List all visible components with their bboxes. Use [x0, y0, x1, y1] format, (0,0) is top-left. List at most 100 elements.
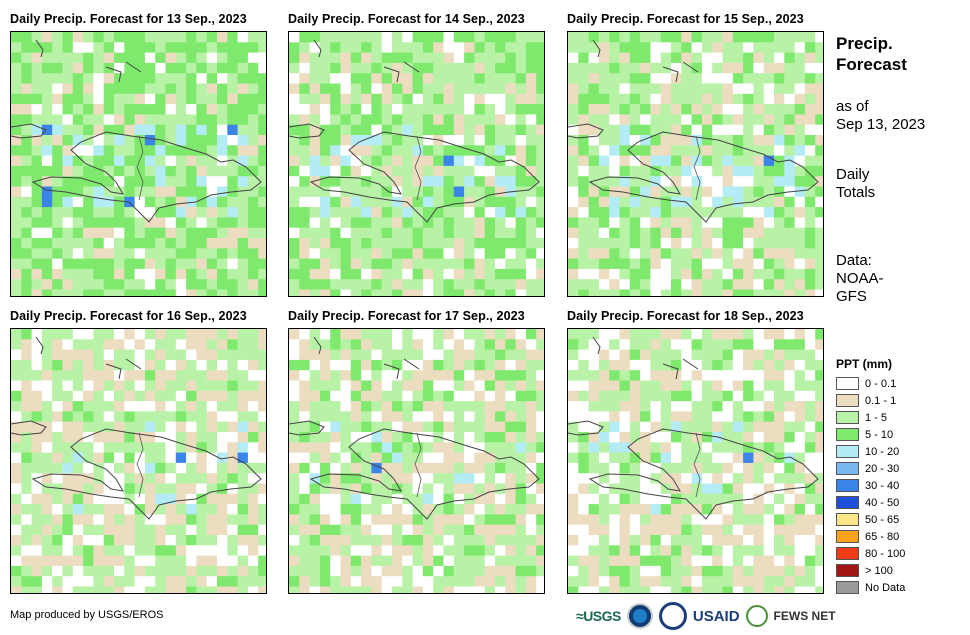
- precip-cell: [206, 135, 218, 146]
- precip-cell: [815, 514, 823, 526]
- precip-cell: [155, 576, 166, 587]
- precip-cell: [371, 248, 383, 260]
- precip-cell: [774, 145, 785, 157]
- precip-cell: [598, 411, 610, 423]
- precip-cell: [412, 289, 424, 296]
- precip-cell: [619, 370, 631, 381]
- precip-cell: [422, 258, 434, 270]
- precip-cell: [371, 176, 383, 187]
- precip-cell: [361, 462, 372, 474]
- precip-cell: [804, 114, 816, 126]
- precip-cell: [495, 349, 506, 361]
- precip-cell: [804, 289, 816, 296]
- precip-cell: [124, 114, 136, 126]
- precip-cell: [443, 289, 455, 296]
- precip-cell: [650, 52, 662, 64]
- precip-cell: [629, 411, 641, 423]
- precip-cell: [31, 565, 43, 577]
- precip-cell: [217, 576, 228, 587]
- precip-cell: [83, 289, 94, 296]
- precip-cell: [217, 124, 228, 136]
- precip-cell: [525, 524, 537, 536]
- precip-cell: [598, 135, 610, 146]
- precip-cell: [453, 576, 465, 587]
- precip-cell: [217, 493, 228, 505]
- precip-cell: [361, 339, 372, 351]
- precip-cell: [722, 258, 734, 270]
- precip-cell: [11, 73, 22, 84]
- precip-cell: [309, 42, 321, 54]
- precip-cell: [671, 279, 682, 290]
- legend-item: 1 - 5: [836, 410, 887, 425]
- precip-cell: [484, 155, 496, 167]
- precip-cell: [443, 555, 455, 567]
- precip-cell: [196, 421, 208, 433]
- precip-cell: [381, 217, 393, 229]
- precip-cell: [763, 279, 775, 290]
- precip-cell: [412, 104, 424, 115]
- precip-cell: [340, 401, 352, 412]
- precip-cell: [217, 52, 228, 64]
- neighbor-island-outline: [289, 39, 420, 139]
- precip-cell: [794, 217, 806, 229]
- precip-cell: [443, 349, 455, 361]
- precip-cell: [381, 565, 393, 577]
- precip-cell: [299, 83, 311, 95]
- precip-cell: [41, 586, 53, 593]
- precip-cell: [93, 349, 105, 361]
- precip-cell: [206, 452, 218, 464]
- precip-cell: [525, 73, 537, 84]
- precip-cell: [52, 196, 63, 208]
- precip-cell: [784, 411, 796, 423]
- precip-cell: [31, 555, 43, 567]
- precip-cell: [763, 114, 775, 126]
- precip-cell: [774, 186, 785, 198]
- precip-cell: [629, 504, 641, 515]
- precip-cell: [114, 238, 125, 249]
- precip-cell: [227, 452, 239, 464]
- precip-cell: [237, 196, 249, 208]
- precip-cell: [175, 586, 187, 593]
- precip-cell: [609, 124, 620, 136]
- precip-cell: [743, 135, 754, 146]
- precip-cell: [804, 62, 816, 74]
- precip-cell: [568, 329, 579, 340]
- precip-cell: [660, 42, 672, 54]
- precip-cell: [134, 124, 146, 136]
- precip-cell: [495, 452, 506, 464]
- precip-cell: [433, 411, 444, 423]
- precip-cell: [361, 401, 372, 412]
- precip-cell: [640, 248, 651, 260]
- precip-cell: [309, 207, 321, 218]
- precip-cell: [258, 421, 266, 433]
- precip-cell: [691, 155, 703, 167]
- precip-cell: [114, 83, 125, 95]
- precip-cell: [536, 462, 544, 474]
- precip-cell: [784, 62, 796, 74]
- precip-cell: [609, 145, 620, 157]
- precip-cell: [464, 145, 475, 157]
- precip-cell: [525, 421, 537, 433]
- precip-cell: [743, 555, 754, 567]
- precip-cell: [794, 42, 806, 54]
- precip-cell: [474, 390, 486, 402]
- legend-swatch: [836, 479, 859, 492]
- precip-cell: [660, 339, 672, 351]
- precip-cell: [350, 73, 362, 84]
- precip-cell: [443, 545, 455, 557]
- precip-cell: [495, 329, 506, 340]
- precip-cell: [227, 114, 239, 126]
- precip-cell: [794, 359, 806, 371]
- precip-cell: [144, 42, 156, 54]
- precip-cell: [155, 32, 166, 43]
- precip-cell: [536, 576, 544, 587]
- precip-cell: [41, 258, 53, 270]
- precip-cell: [299, 339, 311, 351]
- precip-cell: [753, 52, 765, 64]
- precip-cell: [196, 359, 208, 371]
- precip-cell: [361, 104, 372, 115]
- precip-cell: [412, 258, 424, 270]
- precip-cell: [299, 555, 311, 567]
- precip-cell: [196, 576, 208, 587]
- precip-cell: [712, 248, 723, 260]
